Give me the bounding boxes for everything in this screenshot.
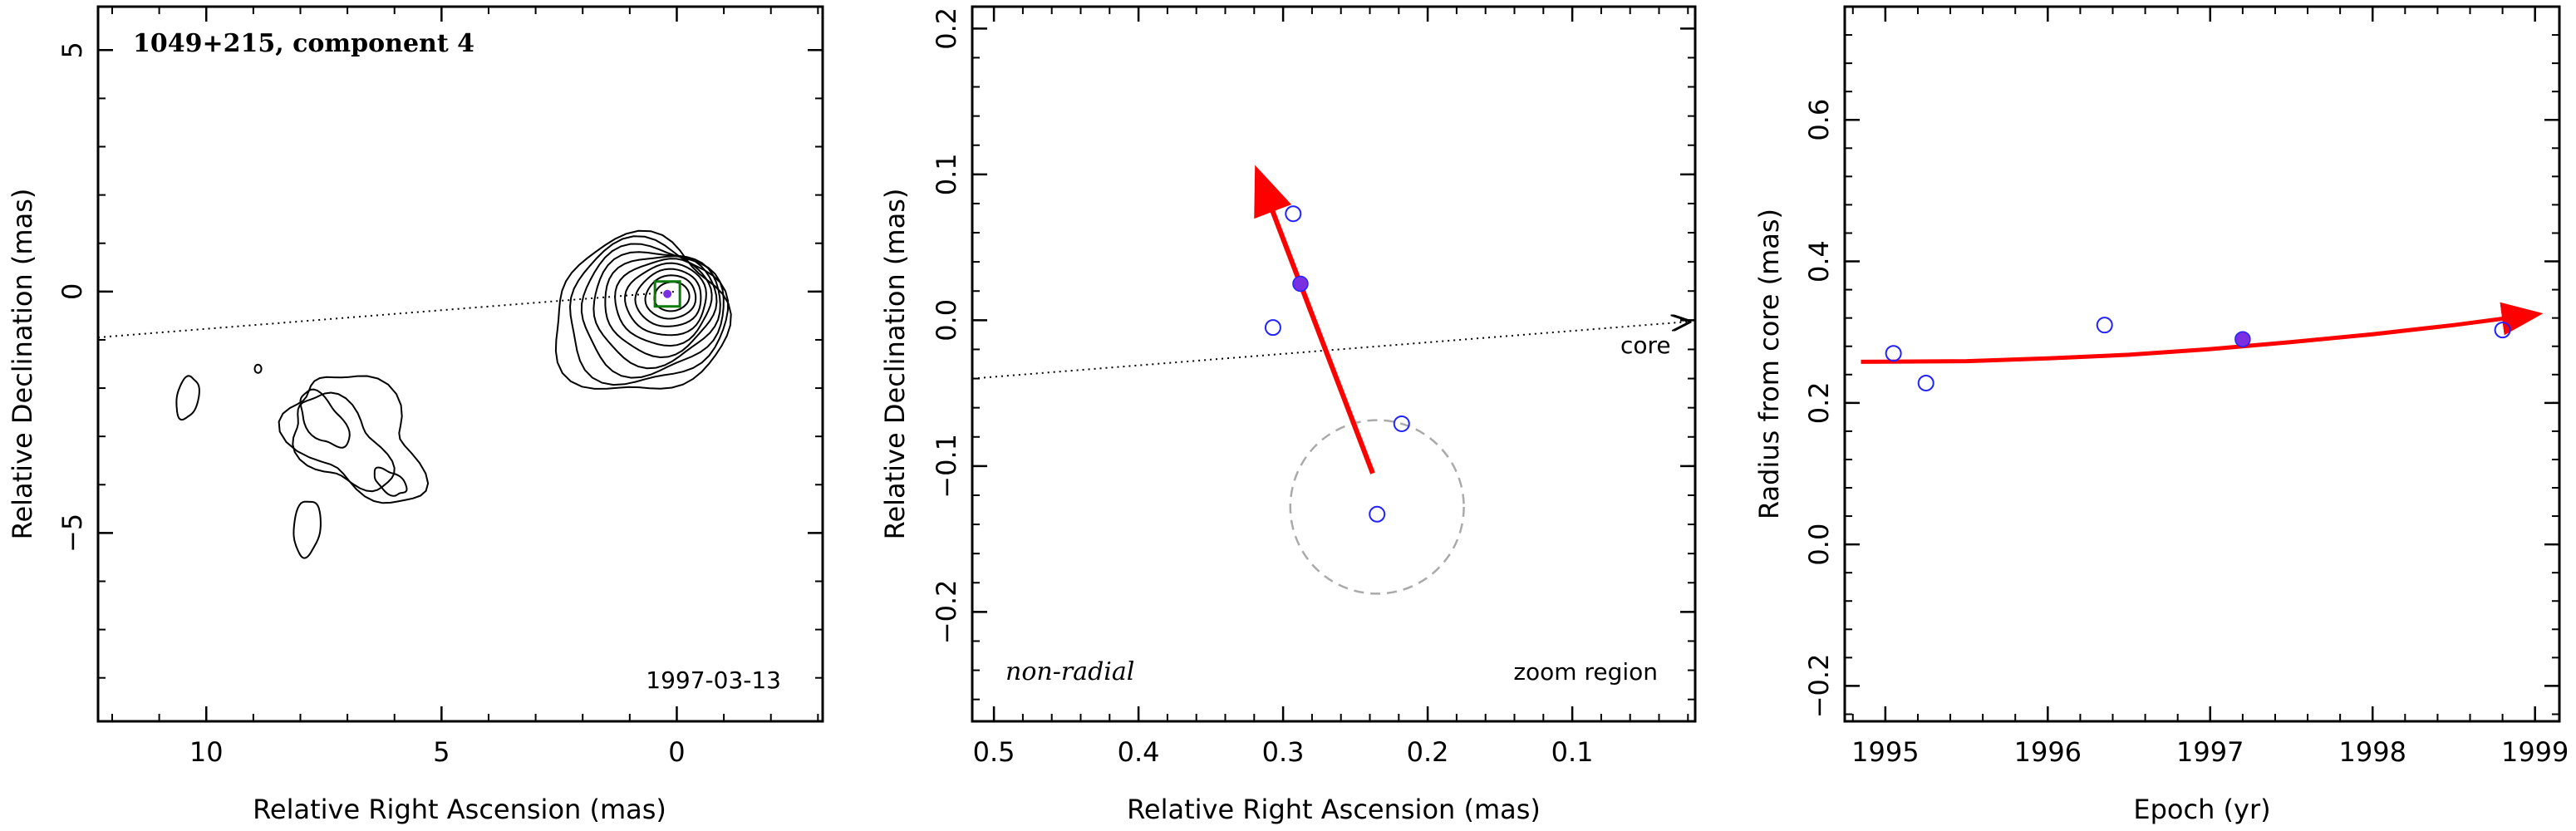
data-point-open xyxy=(1885,345,1902,362)
contour-jet xyxy=(293,500,322,559)
core-label: core xyxy=(1620,332,1671,359)
data-point-open xyxy=(1369,505,1386,523)
x-tick-label: 0.1 xyxy=(1551,736,1594,768)
contour-core xyxy=(554,229,732,390)
plot-frame xyxy=(1843,5,2561,723)
velocity-arrow xyxy=(1254,165,1375,475)
y-axis-label: Relative Declination (mas) xyxy=(7,189,38,540)
y-tick-label: 0.1 xyxy=(931,153,962,195)
y-axis-label: Radius from core (mas) xyxy=(1753,209,1785,519)
contour-jet xyxy=(299,388,351,449)
data-point-open xyxy=(1393,415,1410,432)
x-tick-label: 1995 xyxy=(1851,736,1919,768)
x-tick-label: 1998 xyxy=(2339,736,2406,768)
y-tick-label: 5 xyxy=(57,42,88,58)
fit-curve xyxy=(1861,302,2544,364)
x-axis-label: Relative Right Ascension (mas) xyxy=(253,794,666,825)
x-axis-label: Relative Right Ascension (mas) xyxy=(1127,794,1541,825)
mode-label: non-radial xyxy=(1005,657,1134,686)
data-point-open xyxy=(2494,322,2511,339)
x-tick-label: 0 xyxy=(668,736,685,768)
y-tick-label: 0.4 xyxy=(1803,240,1835,283)
x-tick-label: 1997 xyxy=(2176,736,2244,768)
y-tick-label: 0.2 xyxy=(931,7,962,50)
x-tick-label: 0.2 xyxy=(1407,736,1449,768)
data-point-open xyxy=(1285,205,1302,223)
x-tick-label: 1999 xyxy=(2501,736,2569,768)
core-direction-line xyxy=(972,322,1688,380)
data-point-open xyxy=(2096,317,2113,334)
contour-core xyxy=(644,274,697,320)
panel-zoom: 0.5 0.4 0.3 0.2 0.1 0.2 0.1 0.0 −0.1 −0.2 core no… xyxy=(879,5,1697,825)
epoch-annotation: 1997-03-13 xyxy=(646,666,781,694)
y-tick-label: −0.1 xyxy=(931,434,962,499)
contour-core xyxy=(624,262,707,337)
x-tick-label: 0.4 xyxy=(1118,736,1160,768)
component-point xyxy=(663,289,672,298)
contour-jet xyxy=(292,391,396,493)
contour-core xyxy=(634,268,702,327)
data-point-current xyxy=(2234,331,2251,347)
y-tick-label: −5 xyxy=(57,514,88,553)
contour-core xyxy=(604,255,718,359)
zoom-region-label: zoom region xyxy=(1513,658,1658,686)
data-point-open xyxy=(1264,319,1281,337)
chart-title: 1049+215, component 4 xyxy=(133,29,474,58)
contour-core xyxy=(568,235,730,386)
y-tick-label: −0.2 xyxy=(931,580,962,645)
y-tick-label: 0.2 xyxy=(1803,381,1835,424)
x-tick-label: 0.5 xyxy=(973,736,1015,768)
x-tick-label: 1996 xyxy=(2014,736,2082,768)
x-tick-label: 0.3 xyxy=(1262,736,1305,768)
y-tick-label: −0.2 xyxy=(1803,654,1835,719)
contour-blob xyxy=(175,375,200,421)
contour-knot xyxy=(253,363,263,374)
plot-frame xyxy=(971,5,1697,723)
contour-jet xyxy=(373,466,408,497)
y-tick-label: 0.6 xyxy=(1803,99,1835,141)
panel-radius-time: 1995 1996 1997 1998 1999 −0.2 0.0 0.2 0.4 0.6 Epo… xyxy=(1753,5,2569,825)
data-point-current xyxy=(1292,275,1309,293)
plot-frame xyxy=(96,5,824,723)
x-tick-label: 5 xyxy=(433,736,450,768)
y-tick-label: 0.0 xyxy=(931,299,962,342)
y-axis-label: Relative Declination (mas) xyxy=(879,189,911,540)
panel-contour-map: 10 5 0 5 0 −5 1049+215, component 4 1997-03-1… xyxy=(7,5,824,825)
core-direction-line xyxy=(98,290,677,339)
data-point-open xyxy=(1917,374,1934,391)
x-tick-label: 10 xyxy=(189,736,224,768)
component-box xyxy=(653,280,681,308)
x-axis-label: Epoch (yr) xyxy=(2133,794,2270,825)
y-tick-label: 0.0 xyxy=(1803,524,1835,566)
zoom-circle xyxy=(1289,419,1465,595)
y-tick-label: 0 xyxy=(57,283,88,300)
contour-core xyxy=(614,258,713,347)
